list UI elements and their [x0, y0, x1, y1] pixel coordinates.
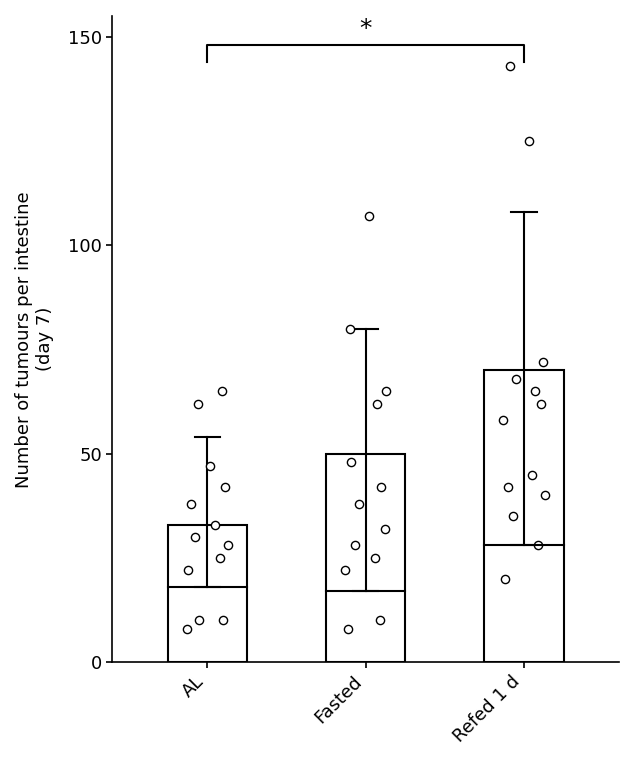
Point	[354, 498, 365, 510]
Point	[205, 460, 216, 473]
Point	[505, 60, 515, 72]
Point	[216, 385, 226, 397]
Point	[215, 552, 225, 564]
Point	[524, 135, 534, 148]
Bar	[484, 371, 564, 662]
Point	[364, 210, 374, 222]
Point	[498, 415, 508, 427]
Point	[343, 622, 353, 635]
Point	[381, 385, 391, 397]
Point	[536, 398, 547, 410]
Point	[340, 565, 350, 577]
Point	[218, 614, 228, 626]
Point	[540, 489, 550, 501]
Point	[380, 523, 390, 535]
Point	[530, 385, 540, 397]
Point	[377, 481, 387, 493]
Point	[511, 373, 521, 385]
Point	[349, 540, 359, 552]
Point	[210, 518, 220, 530]
Point	[533, 540, 543, 552]
Y-axis label: Number of tumours per intestine
(day 7): Number of tumours per intestine (day 7)	[15, 191, 54, 488]
Point	[500, 573, 510, 585]
Bar	[326, 454, 405, 662]
Point	[181, 622, 191, 635]
Point	[219, 481, 230, 493]
Point	[183, 565, 193, 577]
Point	[370, 552, 380, 564]
Point	[527, 469, 537, 481]
Point	[346, 456, 356, 468]
Point	[345, 323, 355, 335]
Point	[503, 481, 513, 493]
Point	[508, 510, 518, 522]
Point	[193, 398, 203, 410]
Text: *: *	[359, 18, 372, 41]
Bar	[167, 524, 247, 662]
Point	[186, 498, 197, 510]
Point	[375, 614, 385, 626]
Point	[538, 356, 548, 368]
Point	[372, 398, 382, 410]
Point	[223, 540, 233, 552]
Point	[190, 531, 200, 543]
Point	[194, 614, 204, 626]
